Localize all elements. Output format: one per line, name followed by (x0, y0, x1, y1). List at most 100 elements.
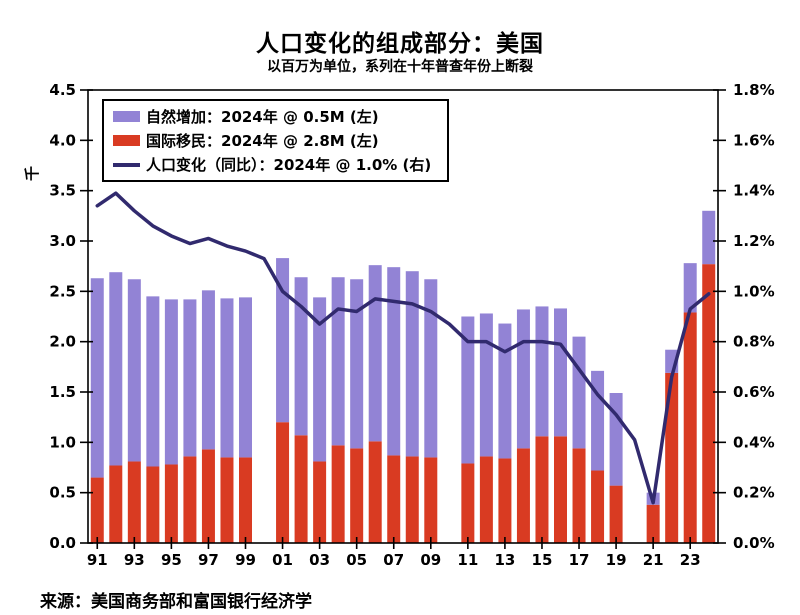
right-axis-tick-label: 0.0% (733, 534, 775, 552)
legend-item-natural: 自然增加：2024年 @ 0.5M (左) (113, 106, 431, 127)
bar-migration-2012 (479, 456, 493, 543)
legend-swatch-natural-increase (113, 111, 140, 122)
left-axis-tick-label: 4.5 (49, 81, 76, 99)
legend-label-natural-increase: 自然增加：2024年 @ 0.5M (左) (146, 108, 379, 126)
x-axis-tick-label: 05 (346, 551, 367, 569)
legend-swatch-population-change-line (113, 162, 140, 167)
bar-natural-2014 (516, 309, 530, 449)
bar-migration-1995 (164, 464, 178, 543)
bar-migration-2024 (702, 264, 716, 543)
plot-border (87, 89, 719, 544)
left-axis-unit-label: 千 (23, 165, 42, 182)
chart-subtitle: 以百万为单位，系列在十年普查年份上断裂 (267, 59, 533, 75)
bar-migration-1997 (201, 449, 215, 543)
x-axis-tick-label: 19 (606, 551, 627, 569)
bar-natural-1999 (239, 297, 252, 458)
population-change-line (95, 191, 711, 505)
bar-migration-2011 (461, 463, 475, 543)
bar-natural-2004 (331, 277, 345, 446)
bar-natural-2005 (350, 279, 364, 449)
right-axis-tick-label: 1.4% (733, 182, 775, 200)
x-axis-tick-label: 09 (420, 551, 441, 569)
bar-migration-2016 (554, 436, 567, 543)
bar-natural-1997 (201, 290, 215, 450)
x-axis-tick-label: 99 (235, 551, 256, 569)
bar-natural-2007 (387, 267, 401, 456)
bar-natural-1993 (127, 279, 141, 462)
right-axis-tick-label: 1.2% (733, 232, 775, 250)
bar-natural-2015 (535, 306, 549, 437)
x-axis-tick-label: 93 (124, 551, 145, 569)
left-axis-tick-label: 1.5 (49, 383, 76, 401)
left-axis-tick-label: 2.5 (49, 282, 76, 300)
bar-migration-1996 (183, 456, 197, 543)
bar-natural-2019 (609, 393, 623, 486)
left-axis-tick-label: 0.0 (49, 534, 76, 552)
x-axis-tick-label: 13 (494, 551, 515, 569)
bar-natural-2009 (424, 279, 438, 458)
bar-natural-2016 (554, 308, 567, 437)
left-axis-tick-label: 3.0 (49, 232, 76, 250)
right-axis-tick-label: 0.4% (733, 433, 775, 451)
legend-item-population-change: 人口变化（同比）：2024年 @ 1.0% (右) (113, 154, 431, 175)
bar-migration-2017 (572, 448, 586, 543)
bar-natural-1992 (109, 272, 123, 466)
legend-item-migration: 国际移民：2024年 @ 2.8M (左) (113, 130, 431, 151)
bar-natural-2003 (313, 297, 327, 462)
bar-natural-2011 (461, 316, 475, 464)
bar-migration-2006 (368, 441, 382, 543)
x-axis-tick-label: 07 (383, 551, 404, 569)
bar-migration-1993 (127, 461, 141, 543)
x-axis-tick-label: 15 (532, 551, 553, 569)
x-axis-tick-label: 95 (161, 551, 182, 569)
right-axis-tick-label: 0.6% (733, 383, 775, 401)
bar-natural-1996 (183, 299, 197, 457)
bar-migration-2002 (294, 435, 308, 543)
bar-migration-2023 (683, 312, 697, 543)
bar-migration-2019 (609, 485, 623, 543)
bar-natural-1991 (90, 278, 104, 478)
bar-migration-2008 (405, 456, 419, 543)
x-axis-tick-label: 91 (87, 551, 108, 569)
left-axis-tick-label: 3.5 (49, 182, 76, 200)
bar-natural-2002 (294, 277, 308, 436)
bar-migration-2007 (387, 455, 401, 543)
right-axis-tick-label: 1.0% (733, 282, 775, 300)
x-axis-tick-label: 23 (680, 551, 701, 569)
bar-natural-1995 (164, 299, 178, 465)
source-note: 来源：美国商务部和富国银行经济学 (40, 592, 312, 612)
x-axis-tick-label: 03 (309, 551, 330, 569)
chart-title: 人口变化的组成部分：美国 (256, 31, 544, 57)
bar-natural-2017 (572, 336, 586, 449)
bar-migration-1999 (239, 457, 252, 543)
x-axis-tick-label: 01 (272, 551, 293, 569)
legend-swatch-international-migration (113, 135, 140, 146)
bar-natural-2023 (683, 263, 697, 313)
bar-natural-2006 (368, 265, 382, 442)
bar-natural-2013 (498, 323, 512, 459)
bar-migration-2014 (516, 448, 530, 543)
bar-migration-2003 (313, 461, 327, 543)
right-axis-tick-label: 1.8% (733, 81, 775, 99)
bar-migration-1991 (90, 477, 104, 543)
bar-natural-2001 (276, 258, 290, 423)
bar-migration-2015 (535, 436, 549, 543)
right-axis-tick-label: 1.6% (733, 131, 775, 149)
legend: 自然增加：2024年 @ 0.5M (左) 国际移民：2024年 @ 2.8M … (102, 99, 450, 182)
bar-natural-1998 (220, 298, 234, 458)
bar-natural-2012 (479, 313, 493, 457)
legend-label-international-migration: 国际移民：2024年 @ 2.8M (左) (146, 132, 379, 150)
x-axis-tick-label: 17 (569, 551, 590, 569)
legend-label-population-change: 人口变化（同比）：2024年 @ 1.0% (右) (146, 156, 432, 174)
bar-migration-2001 (276, 422, 290, 543)
right-axis-tick-label: 0.8% (733, 333, 775, 351)
bar-natural-1994 (146, 296, 160, 467)
bar-migration-2018 (591, 470, 605, 543)
x-axis-tick-label: 21 (643, 551, 664, 569)
bar-migration-1992 (109, 465, 123, 543)
x-axis-tick-label: 97 (198, 551, 219, 569)
bar-migration-2005 (350, 448, 364, 543)
bar-migration-2022 (665, 372, 679, 543)
